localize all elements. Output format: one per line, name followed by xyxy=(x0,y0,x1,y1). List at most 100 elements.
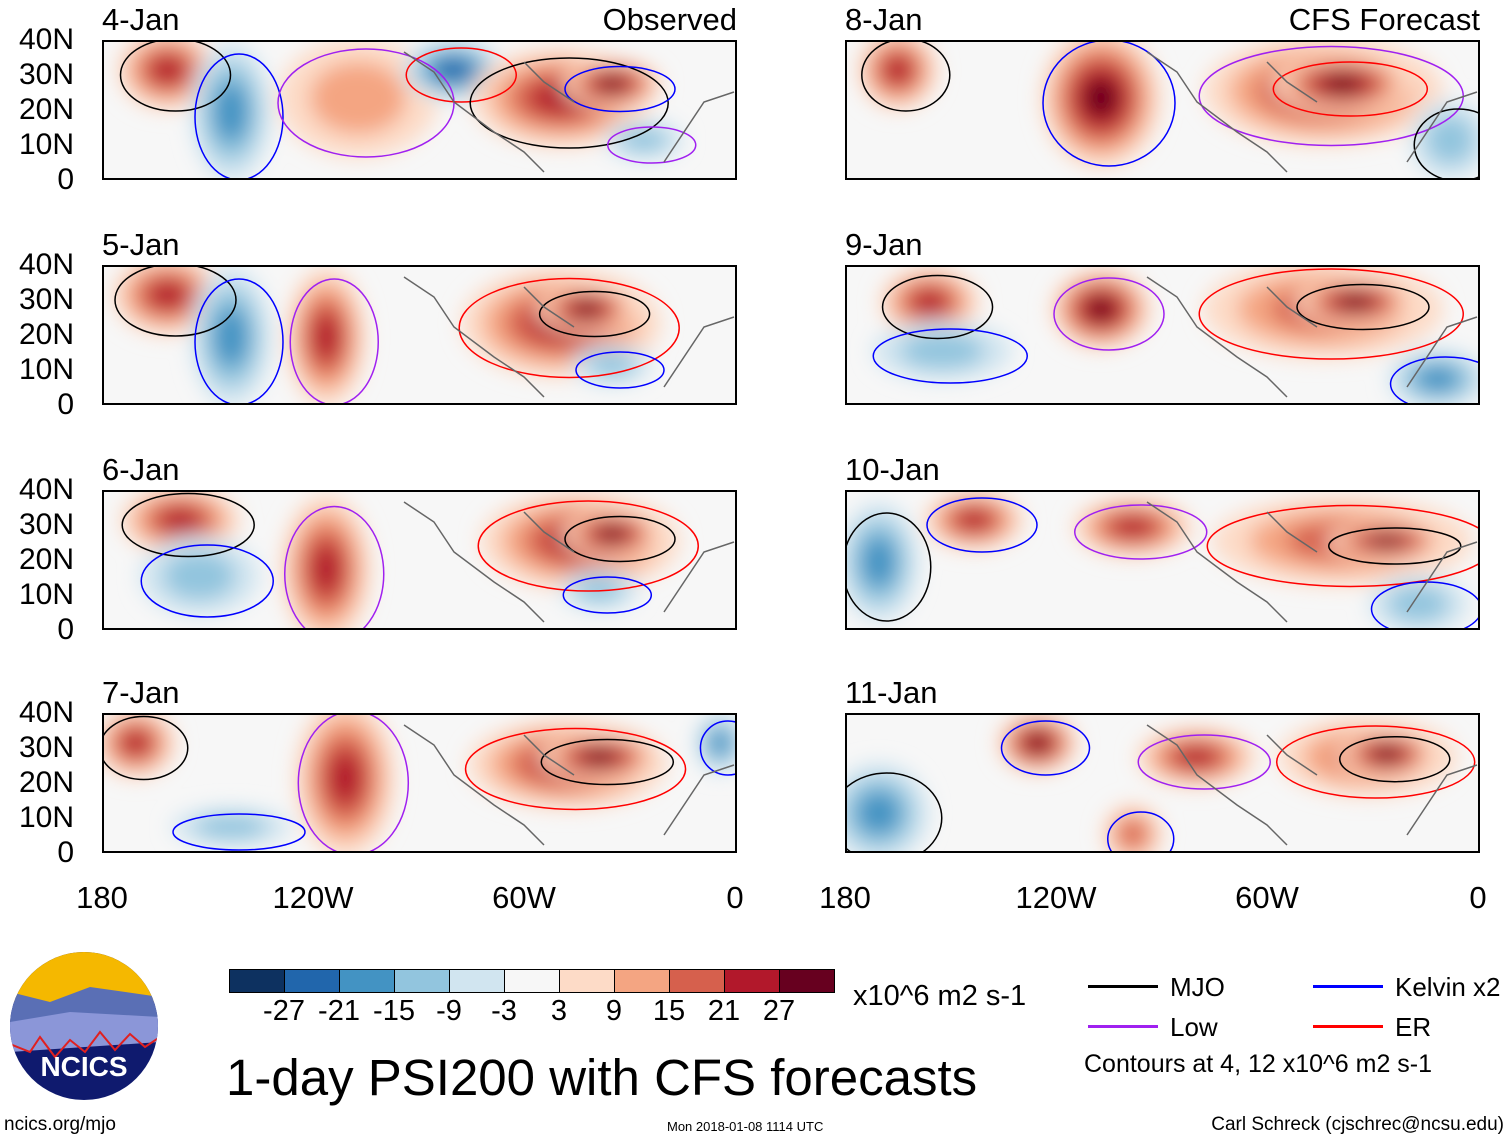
anomaly-blob xyxy=(957,510,991,530)
anomaly-blob xyxy=(1087,298,1115,320)
contour-line xyxy=(1296,283,1430,331)
colorbar-label: 27 xyxy=(762,995,796,1027)
anomaly-blob xyxy=(572,302,601,316)
contour-line xyxy=(1107,811,1175,851)
coastline xyxy=(1146,501,1478,623)
colorbar xyxy=(229,969,835,993)
x-tick-label: 60W xyxy=(492,880,556,915)
anomaly-blob xyxy=(1373,747,1401,762)
panel-date: 6-Jan xyxy=(102,452,180,487)
anomaly-blob xyxy=(436,60,470,80)
contour-line xyxy=(297,715,410,851)
contour-line xyxy=(847,772,943,851)
x-tick-label: 180 xyxy=(819,880,871,915)
y-tick-label: 20N xyxy=(18,318,74,351)
anomaly-blob xyxy=(310,62,406,134)
anomaly-blob xyxy=(1084,78,1118,118)
coastline xyxy=(403,724,735,846)
colorbar-label: 21 xyxy=(707,995,741,1027)
coastline xyxy=(403,276,735,398)
anomaly-blob xyxy=(861,536,896,588)
ncics-logo: NCICS xyxy=(10,952,158,1100)
colorbar-label: 9 xyxy=(605,995,623,1027)
anomaly-blob xyxy=(213,307,249,367)
contour-line xyxy=(699,720,735,776)
colorbar-label: -21 xyxy=(318,995,360,1027)
contour-note: Contours at 4, 12 x10^6 m2 s-1 xyxy=(1084,1050,1433,1078)
contour-line xyxy=(564,515,676,563)
contour-line xyxy=(1328,527,1462,565)
colorbar-swatch xyxy=(560,970,615,992)
contour-line xyxy=(194,53,284,178)
map-panel-4-Jan xyxy=(102,40,737,180)
contour-line xyxy=(564,65,676,113)
x-tick-label: 180 xyxy=(76,880,128,915)
contour-line xyxy=(607,126,697,164)
anomaly-blob xyxy=(598,77,626,91)
colorbar-label: 15 xyxy=(652,995,686,1027)
colorbar-swatch xyxy=(505,970,560,992)
anomaly-blob xyxy=(312,313,340,361)
map-panel-10-Jan xyxy=(845,490,1480,630)
y-tick-label: 10N xyxy=(18,353,74,386)
panel-date: 7-Jan xyxy=(102,675,180,710)
colorbar-swatch xyxy=(670,970,725,992)
anomaly-blob xyxy=(1323,75,1362,93)
contour-line xyxy=(872,328,1028,384)
map-panel-11-Jan xyxy=(845,713,1480,853)
panel-date: 9-Jan xyxy=(845,227,923,262)
contour-line xyxy=(284,505,385,628)
contour-line xyxy=(172,813,306,851)
colorbar-label: -3 xyxy=(491,995,517,1027)
contour-line xyxy=(575,351,665,389)
map-panel-7-Jan xyxy=(102,713,737,853)
contour-line xyxy=(1339,735,1451,783)
map-panel-5-Jan xyxy=(102,265,737,405)
contour-line xyxy=(464,727,687,811)
anomaly-blob xyxy=(163,552,236,600)
anomaly-blob xyxy=(884,56,912,84)
logo-text: NCICS xyxy=(40,1051,127,1082)
y-tick-label: 40N xyxy=(18,248,74,281)
anomaly-blob xyxy=(1338,295,1372,309)
timestamp: Mon 2018-01-08 1114 UTC xyxy=(667,1119,824,1134)
contour-line xyxy=(881,274,994,340)
colorbar-swatch xyxy=(725,970,780,992)
anomaly-blob xyxy=(1426,116,1475,164)
map-panel-6-Jan xyxy=(102,490,737,630)
contour-line xyxy=(1389,356,1478,403)
panel-date: 10-Jan xyxy=(845,452,940,487)
contour-line xyxy=(538,290,651,338)
contour-line xyxy=(1272,61,1429,117)
anomaly-blob xyxy=(160,508,201,532)
coastline xyxy=(403,501,735,623)
contour-line xyxy=(1000,720,1091,776)
anomaly-blob xyxy=(1176,747,1217,767)
y-tick-label: 30N xyxy=(18,283,74,316)
y-tick-label: 10N xyxy=(18,801,74,834)
anomaly-blob xyxy=(912,290,947,314)
colorbar-label: -27 xyxy=(263,995,305,1027)
contour-line xyxy=(1137,734,1271,790)
column-label: CFS Forecast xyxy=(1288,2,1480,37)
colorbar-swatch xyxy=(285,970,340,992)
anomaly-blob xyxy=(900,333,985,369)
legend-label: Low xyxy=(1170,1012,1218,1042)
x-tick-label: 60W xyxy=(1235,880,1299,915)
column-label: Observed xyxy=(602,2,737,37)
map-panel-8-Jan xyxy=(845,40,1480,180)
anomaly-blob xyxy=(311,544,342,594)
y-tick-label: 20N xyxy=(18,543,74,576)
legend-label: MJO xyxy=(1170,972,1225,1002)
map-panel-9-Jan xyxy=(845,265,1480,405)
anomaly-blob xyxy=(150,56,185,84)
colorbar-swatch xyxy=(780,970,834,992)
contour-line xyxy=(1275,725,1476,799)
legend-label: Kelvin x2 xyxy=(1395,972,1501,1002)
colorbar-swatch xyxy=(230,970,285,992)
colorbar-label: -15 xyxy=(373,995,415,1027)
legend-line-mjo xyxy=(1088,985,1158,988)
y-tick-label: 0 xyxy=(57,388,74,421)
colorbar-swatch xyxy=(615,970,670,992)
